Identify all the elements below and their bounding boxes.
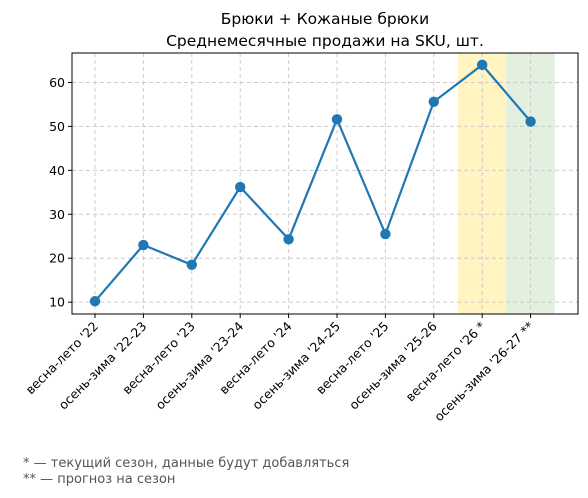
plot-frame xyxy=(71,52,579,315)
y-tick-label: 60 xyxy=(49,75,65,90)
y-tick-label: 40 xyxy=(49,163,65,178)
chart-title: Брюки + Кожаные брюки xyxy=(221,10,429,28)
season-band-1 xyxy=(506,53,555,314)
y-tick-label: 50 xyxy=(49,119,65,134)
footnote-current-season: * — текущий сезон, данные будут добавлят… xyxy=(23,456,350,471)
x-tick-label: осень-зима '22-23 xyxy=(56,319,150,413)
footnote-forecast: ** — прогноз на сезон xyxy=(23,472,176,487)
x-tick-label: осень-зима '26-27 ** xyxy=(431,319,537,425)
data-point xyxy=(380,228,391,240)
data-point xyxy=(235,181,246,193)
y-tick-label: 10 xyxy=(49,295,65,310)
x-tick-label: осень-зима '23-24 xyxy=(152,318,246,412)
x-tick-label: осень-зима '24-25 xyxy=(249,319,343,413)
footnotes: * — текущий сезон, данные будут добавлят… xyxy=(23,456,349,488)
data-point xyxy=(89,296,101,307)
chart-subtitle: Среднемесячные продажи на SKU, шт. xyxy=(166,32,484,50)
y-tick-label: 30 xyxy=(49,207,65,222)
data-point xyxy=(283,234,294,245)
data-point xyxy=(477,59,488,71)
data-point xyxy=(138,239,149,251)
x-tick-label: осень-зима '25-26 xyxy=(346,318,440,412)
y-tick-label: 20 xyxy=(49,251,65,266)
data-point xyxy=(525,116,536,127)
series-line-0 xyxy=(94,63,532,303)
season-band-0 xyxy=(458,53,507,314)
data-point xyxy=(186,259,197,270)
data-point xyxy=(428,96,439,107)
data-point xyxy=(331,114,343,125)
